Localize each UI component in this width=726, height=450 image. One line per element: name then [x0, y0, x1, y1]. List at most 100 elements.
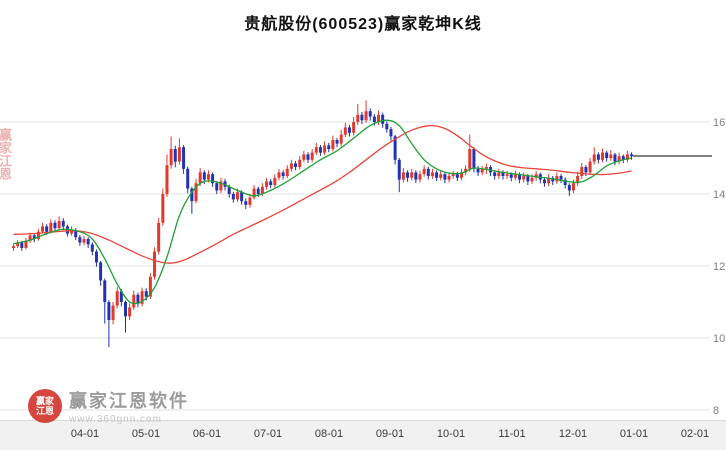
candle-body: [136, 294, 140, 304]
candle-body: [567, 185, 571, 191]
candle-body: [12, 246, 15, 248]
candle-body: [605, 152, 609, 158]
candle-body: [397, 159, 401, 180]
candle-body: [235, 192, 239, 200]
candle-body: [231, 194, 235, 200]
candle-body: [580, 167, 584, 176]
candle-body: [53, 222, 57, 229]
candle-body: [439, 174, 443, 178]
candle-body: [588, 161, 592, 173]
candle-body: [277, 172, 281, 178]
candle-body: [377, 114, 381, 122]
candle-body: [289, 163, 293, 169]
candle-body: [621, 156, 625, 160]
chart-title: 贵航股份(600523)赢家乾坤K线: [244, 16, 482, 33]
candle-body: [327, 145, 331, 149]
candle-body: [435, 172, 439, 178]
ma-fast-line: [13, 119, 632, 305]
candle-body: [78, 237, 82, 243]
candle-body: [368, 111, 372, 117]
y-axis-label: 12: [713, 261, 725, 273]
candle-body: [501, 172, 505, 176]
candle-body: [335, 140, 339, 144]
candle-body: [265, 181, 269, 187]
candle-body: [36, 231, 40, 239]
x-axis-label: 07-01: [253, 428, 283, 440]
candle-body: [74, 230, 78, 238]
candle-body: [119, 291, 123, 302]
candle-body: [547, 177, 551, 184]
candle-body: [240, 192, 244, 202]
ma-slow-line: [13, 124, 632, 264]
candle-body: [194, 183, 198, 202]
y-axis-label: 16: [713, 117, 725, 129]
candle-body: [534, 174, 538, 178]
candle-body: [206, 174, 210, 180]
candle-body: [596, 154, 600, 160]
candle-body: [273, 177, 277, 185]
candle-body: [177, 147, 181, 162]
x-axis-label: 12-01: [558, 428, 588, 440]
candle-body: [165, 165, 169, 194]
candle-body: [401, 172, 405, 180]
candle-body: [601, 152, 605, 160]
logo-line1: 赢家: [35, 396, 54, 406]
y-axis-label: 10: [713, 333, 725, 345]
candle-body: [111, 305, 115, 320]
candle-body: [476, 168, 480, 173]
candle-body: [364, 111, 368, 121]
x-axis-label: 10-01: [436, 428, 466, 440]
x-axis: 04-01 05-01 06-01 07-01 08-01 09-01 10-01 11-01…: [0, 420, 726, 450]
candle-body: [227, 186, 231, 194]
candle-body: [493, 172, 497, 176]
candle-body: [385, 123, 389, 130]
candle-body: [484, 167, 488, 169]
logo-line2: 江恩: [35, 406, 54, 416]
candle-body: [551, 177, 555, 182]
x-axis-label: 05-01: [131, 428, 161, 440]
candle-body: [347, 127, 351, 133]
candle-body: [86, 239, 90, 245]
candle-body: [70, 230, 74, 234]
candle-body: [123, 302, 127, 317]
candle-body: [61, 221, 65, 227]
candle-body: [16, 242, 20, 247]
candle-body: [630, 154, 634, 157]
candle-body: [430, 172, 434, 176]
candle-body: [186, 168, 190, 189]
candle-body: [28, 235, 32, 241]
candle-body: [281, 172, 285, 176]
candle-body: [215, 183, 219, 191]
candle-body: [294, 163, 298, 167]
candle-body: [459, 172, 463, 178]
candle-body: [613, 154, 617, 162]
x-axis-label: 02-01: [680, 428, 710, 440]
candle-body: [323, 145, 327, 153]
candle-body: [522, 176, 526, 180]
candle-body: [410, 172, 414, 178]
candle-body: [447, 176, 451, 180]
candle-body: [505, 174, 509, 176]
candle-body: [426, 168, 430, 176]
brand-url: www.360gnn.com: [69, 414, 162, 425]
candle-body: [244, 201, 248, 205]
candle-body: [360, 114, 364, 121]
candle-body: [480, 168, 484, 173]
candle-body: [260, 186, 264, 194]
candle-body: [530, 177, 534, 182]
candle-body: [542, 179, 546, 184]
candle-body: [219, 181, 223, 191]
candle-body: [381, 114, 385, 124]
candle-body: [90, 244, 94, 252]
brand-name: 赢家江恩软件: [69, 391, 189, 411]
candle-body: [20, 242, 24, 248]
candle-body: [269, 181, 273, 185]
candle-body: [576, 176, 580, 184]
candle-body: [202, 172, 206, 180]
candle-body: [571, 183, 575, 191]
candle-body: [331, 140, 335, 149]
candle-body: [306, 154, 310, 160]
watermark: 赢家 江恩 赢家江恩软件 www.360gnn.com: [28, 387, 189, 425]
candle-body: [451, 174, 455, 176]
